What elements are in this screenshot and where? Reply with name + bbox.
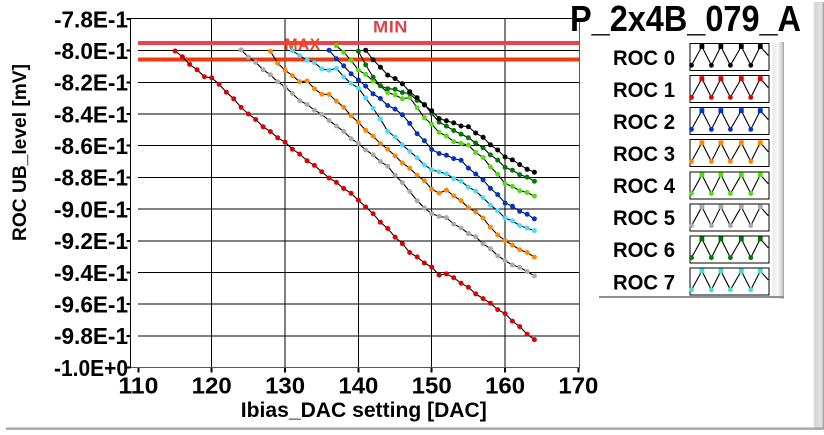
svg-text:ROC 0: ROC 0 [613,47,675,70]
svg-text:ROC UB_level [mV]: ROC UB_level [mV] [10,64,31,241]
svg-text:ROC 5: ROC 5 [613,207,675,230]
svg-text:-9.0E-1: -9.0E-1 [54,196,128,222]
svg-text:110: 110 [118,373,158,399]
svg-text:-9.2E-1: -9.2E-1 [54,228,128,254]
svg-text:160: 160 [485,373,525,399]
svg-text:170: 170 [558,373,598,399]
svg-text:-8.0E-1: -8.0E-1 [54,38,128,64]
svg-text:-7.8E-1: -7.8E-1 [54,6,128,32]
svg-text:P_2x4B_079_A: P_2x4B_079_A [570,0,801,39]
svg-text:-9.6E-1: -9.6E-1 [54,291,128,317]
svg-text:-8.8E-1: -8.8E-1 [54,165,128,191]
svg-text:MIN: MIN [373,18,408,37]
svg-text:-9.4E-1: -9.4E-1 [54,260,128,286]
svg-text:-1.0E+0: -1.0E+0 [54,355,128,381]
svg-text:-8.6E-1: -8.6E-1 [54,133,128,159]
svg-text:130: 130 [265,373,305,399]
svg-text:ROC 6: ROC 6 [613,239,675,262]
svg-text:ROC 2: ROC 2 [613,111,675,134]
svg-text:ROC 1: ROC 1 [613,79,675,102]
svg-text:140: 140 [338,373,378,399]
svg-text:-9.8E-1: -9.8E-1 [54,323,128,349]
svg-text:150: 150 [412,373,452,399]
svg-text:-8.2E-1: -8.2E-1 [54,70,128,96]
svg-text:120: 120 [192,373,232,399]
svg-text:-8.4E-1: -8.4E-1 [54,101,128,127]
svg-text:ROC 3: ROC 3 [613,143,675,166]
svg-text:Ibias_DAC setting [DAC]: Ibias_DAC setting [DAC] [241,399,487,422]
svg-text:ROC 7: ROC 7 [613,271,675,294]
svg-text:ROC 4: ROC 4 [613,175,675,198]
